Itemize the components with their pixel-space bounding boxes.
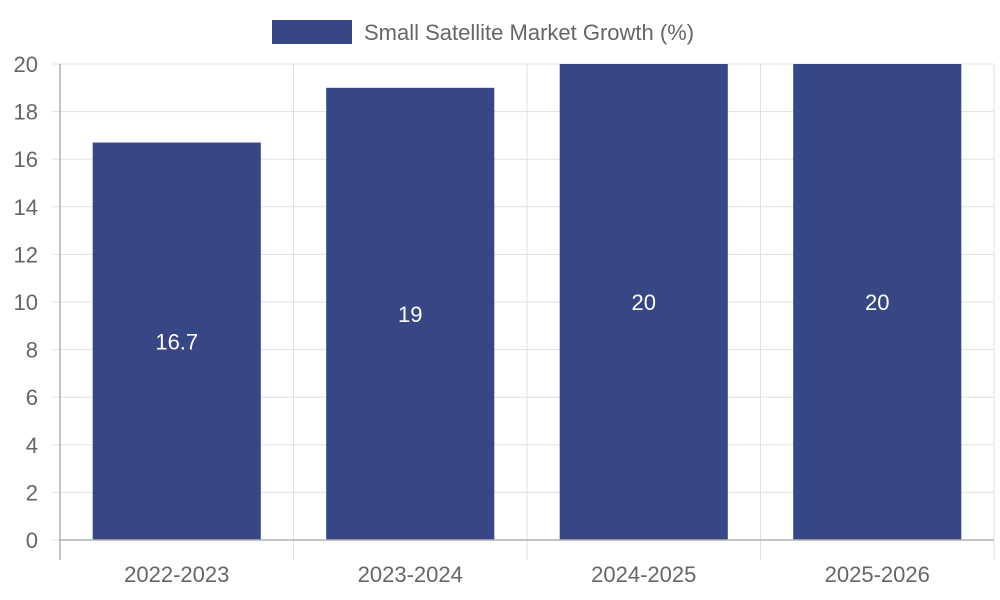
legend[interactable]: Small Satellite Market Growth (%) <box>272 20 694 45</box>
x-tick-label: 2022-2023 <box>124 562 229 587</box>
bar[interactable] <box>559 64 728 540</box>
y-tick-label: 0 <box>26 528 38 553</box>
y-tick-label: 2 <box>26 480 38 505</box>
data-labels: 16.7 19 20 20 <box>155 290 889 354</box>
axes <box>59 64 994 560</box>
x-axis-ticks: 2022-2023 2023-2024 2024-2025 2025-2026 <box>124 562 930 587</box>
y-tick-label: 10 <box>14 290 38 315</box>
y-tick-label: 6 <box>26 385 38 410</box>
y-tick-label: 20 <box>14 52 38 77</box>
y-axis-ticks: 0 2 4 6 8 10 12 14 16 18 20 <box>14 52 38 553</box>
y-tick-label: 8 <box>26 338 38 363</box>
bars <box>92 64 962 541</box>
y-tick-label: 12 <box>14 242 38 267</box>
bar[interactable] <box>326 87 495 541</box>
bar[interactable] <box>793 64 962 540</box>
data-label: 20 <box>865 290 889 315</box>
x-tick-label: 2023-2024 <box>358 562 463 587</box>
y-tick-label: 4 <box>26 433 38 458</box>
y-tick-label: 16 <box>14 147 38 172</box>
legend-label: Small Satellite Market Growth (%) <box>364 20 694 45</box>
data-label: 16.7 <box>155 329 198 354</box>
x-tick-label: 2024-2025 <box>591 562 696 587</box>
data-label: 20 <box>632 290 656 315</box>
bar[interactable] <box>92 142 261 541</box>
data-label: 19 <box>398 302 422 327</box>
y-tick-label: 18 <box>14 100 38 125</box>
x-tick-label: 2025-2026 <box>825 562 930 587</box>
legend-swatch <box>272 20 352 44</box>
y-tick-label: 14 <box>14 195 38 220</box>
